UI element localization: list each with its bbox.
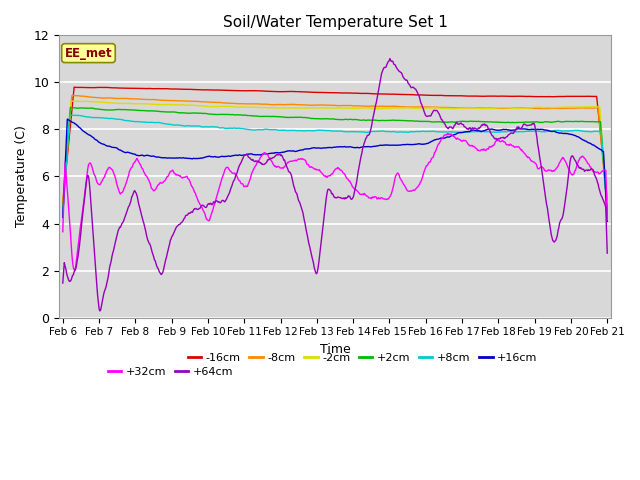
X-axis label: Time: Time	[319, 343, 350, 356]
Title: Soil/Water Temperature Set 1: Soil/Water Temperature Set 1	[223, 15, 447, 30]
Text: EE_met: EE_met	[65, 47, 112, 60]
Legend: +32cm, +64cm: +32cm, +64cm	[103, 362, 237, 381]
Y-axis label: Temperature (C): Temperature (C)	[15, 126, 28, 228]
